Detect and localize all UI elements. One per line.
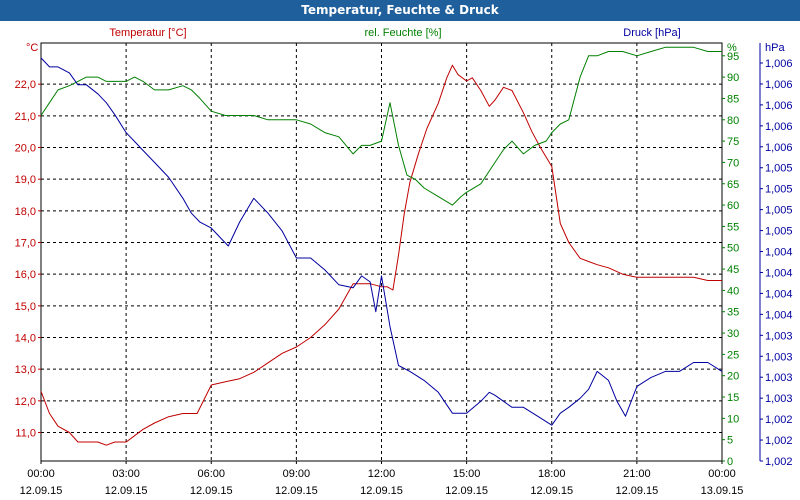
time-tick-label: 00:00 (27, 468, 55, 480)
time-tick-label: 03:00 (112, 468, 140, 480)
series-line-pressure (40, 57, 723, 426)
humidity-tick-label: 70 (727, 157, 739, 169)
series-line-temperature (40, 64, 722, 446)
pressure-tick-label: 1,006 (765, 79, 793, 91)
pressure-tick-label: 1,005 (765, 184, 793, 196)
humidity-tick-label: 75 (727, 136, 739, 148)
pressure-tick-label: 1,003 (765, 351, 793, 363)
temperature-tick-label: 18,0 (15, 206, 36, 218)
time-tick-label: 15:00 (453, 468, 481, 480)
temperature-unit-label: °C (26, 42, 38, 54)
humidity-tick-label: 0 (727, 456, 733, 468)
humidity-tick-label: 10 (727, 413, 739, 425)
humidity-tick-label: 45 (727, 264, 739, 276)
time-tick-label: 21:00 (623, 468, 651, 480)
humidity-tick-label: 90 (727, 72, 739, 84)
time-tick-label: 12:00 (368, 468, 396, 480)
date-tick-label: 13.09.15 (701, 485, 744, 497)
pressure-tick-label: 1,005 (765, 226, 793, 238)
temperature-tick-label: 14,0 (15, 333, 36, 345)
temperature-tick-label: 13,0 (15, 364, 36, 376)
humidity-tick-label: 30 (727, 328, 739, 340)
date-tick-label: 12.09.15 (20, 485, 63, 497)
temperature-tick-label: 20,0 (15, 143, 36, 155)
time-tick-label: 18:00 (538, 468, 566, 480)
humidity-tick-label: 20 (727, 371, 739, 383)
pressure-tick-label: 1,005 (765, 163, 793, 175)
humidity-tick-label: 5 (727, 435, 733, 447)
pressure-unit-label: hPa (765, 42, 785, 54)
pressure-axis-label: Druck [hPa] (623, 27, 680, 39)
humidity-tick-label: 35 (727, 307, 739, 319)
humidity-tick-label: 95 (727, 51, 739, 63)
pressure-tick-label: 1,006 (765, 121, 793, 133)
temperature-tick-label: 22,0 (15, 79, 36, 91)
pressure-tick-label: 1,004 (765, 267, 793, 279)
grid (41, 43, 722, 461)
humidity-axis-label: rel. Feuchte [%] (364, 27, 441, 39)
pressure-tick-label: 1,004 (765, 247, 793, 259)
pressure-tick-label: 1,002 (765, 435, 793, 447)
date-tick-label: 12.09.15 (530, 485, 573, 497)
humidity-tick-label: 55 (727, 221, 739, 233)
pressure-tick-label: 1,006 (765, 142, 793, 154)
time-tick-label: 09:00 (283, 468, 311, 480)
pressure-tick-label: 1,006 (765, 58, 793, 70)
temperature-tick-label: 12,0 (15, 396, 36, 408)
date-tick-label: 12.09.15 (275, 485, 318, 497)
temperature-tick-label: 15,0 (15, 301, 36, 313)
temperature-tick-label: 11,0 (15, 428, 36, 440)
pressure-tick-label: 1,002 (765, 456, 793, 468)
humidity-tick-label: 25 (727, 349, 739, 361)
humidity-tick-label: 60 (727, 200, 739, 212)
chart-area: °C Temperatur [°C] rel. Feuchte [%] Druc… (15, 27, 793, 497)
time-tick-label: 00:00 (708, 468, 736, 480)
pressure-tick-label: 1,003 (765, 330, 793, 342)
time-axis-ticks: 00:00 12.09.15 03:00 12.09.15 06:00 12.09.15 0… (20, 461, 744, 497)
date-tick-label: 12.09.15 (190, 485, 233, 497)
pressure-tick-label: 1,003 (765, 393, 793, 405)
series-line-humidity (40, 46, 722, 206)
humidity-unit-label: % (727, 42, 737, 54)
humidity-tick-label: 15 (727, 392, 739, 404)
pressure-tick-label: 1,004 (765, 288, 793, 300)
humidity-tick-label: 65 (727, 179, 739, 191)
temperature-tick-label: 21,0 (15, 111, 36, 123)
temperature-axis-label: Temperatur [°C] (109, 27, 186, 39)
date-tick-label: 12.09.15 (360, 485, 403, 497)
pressure-axis-ticks: 1,002 1,002 1,002 1,003 1,003 1,003 1,003 1,004… (760, 58, 793, 468)
temperature-axis-ticks: 11,0 12,0 13,0 14,0 15,0 16,0 17,0 18,0 19,0 20,0… (15, 79, 41, 440)
date-tick-label: 12.09.15 (445, 485, 488, 497)
date-tick-label: 12.09.15 (105, 485, 148, 497)
title-bar: Temperatur, Feuchte & Druck (0, 0, 800, 21)
chart-title: Temperatur, Feuchte & Druck (301, 3, 499, 17)
humidity-tick-label: 80 (727, 115, 739, 127)
humidity-axis-ticks: 0 5 10 15 20 25 30 35 40 45 50 55 60 65 70 75 80 85 90 95 (722, 51, 739, 468)
series-layer (40, 46, 723, 446)
pressure-tick-label: 1,005 (765, 205, 793, 217)
humidity-tick-label: 50 (727, 243, 739, 255)
temperature-tick-label: 19,0 (15, 174, 36, 186)
pressure-tick-label: 1,003 (765, 372, 793, 384)
temperature-tick-label: 17,0 (15, 238, 36, 250)
pressure-tick-label: 1,004 (765, 309, 793, 321)
pressure-tick-label: 1,002 (765, 414, 793, 426)
humidity-tick-label: 85 (727, 93, 739, 105)
time-tick-label: 06:00 (197, 468, 225, 480)
date-tick-label: 12.09.15 (615, 485, 658, 497)
humidity-tick-label: 40 (727, 285, 739, 297)
temperature-tick-label: 16,0 (15, 269, 36, 281)
pressure-tick-label: 1,006 (765, 100, 793, 112)
